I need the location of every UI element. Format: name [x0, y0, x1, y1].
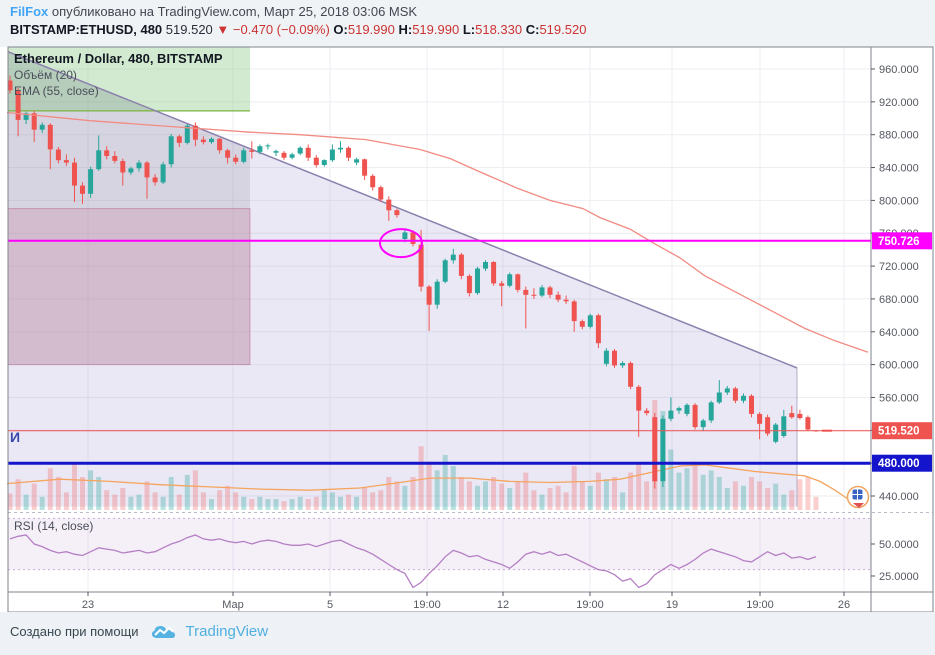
- svg-text:800.000: 800.000: [879, 195, 919, 207]
- svg-text:680.000: 680.000: [879, 294, 919, 306]
- svg-text:23: 23: [82, 599, 94, 611]
- svg-text:750.726: 750.726: [878, 236, 920, 248]
- header-bar: FilFox опубликовано на TradingView.com, …: [0, 0, 935, 47]
- low-value: 518.330: [475, 22, 523, 37]
- high-label: H:: [398, 22, 413, 37]
- legend-volume-study[interactable]: Объём (20): [14, 68, 77, 82]
- publish-text: опубликовано на TradingView.com, Март 25…: [51, 4, 418, 19]
- symbol-name[interactable]: BITSTAMP:ETHUSD, 480: [10, 22, 163, 37]
- svg-text:50.0000: 50.0000: [879, 539, 919, 551]
- svg-text:25.0000: 25.0000: [879, 571, 919, 583]
- svg-text:840.000: 840.000: [879, 163, 919, 175]
- svg-text:И: И: [10, 429, 20, 445]
- svg-text:19: 19: [666, 599, 678, 611]
- svg-text:26: 26: [838, 599, 850, 611]
- svg-text:600.000: 600.000: [879, 360, 919, 372]
- high-value: 519.990: [412, 22, 460, 37]
- rsi-study-label[interactable]: RSI (14, close): [14, 519, 94, 533]
- close-label: C:: [525, 22, 540, 37]
- down-arrow-icon: ▼: [216, 22, 230, 37]
- svg-text:Мар: Мар: [222, 599, 244, 611]
- svg-text:12: 12: [497, 599, 509, 611]
- low-label: L:: [462, 22, 476, 37]
- author-link[interactable]: FilFox: [10, 4, 49, 19]
- svg-text:560.000: 560.000: [879, 392, 919, 404]
- svg-text:880.000: 880.000: [879, 130, 919, 142]
- svg-text:960.000: 960.000: [879, 64, 919, 76]
- open-label: O:: [333, 22, 348, 37]
- svg-text:640.000: 640.000: [879, 327, 919, 339]
- symbol-quote-row: BITSTAMP:ETHUSD, 480 519.520 ▼ −0.470 (−…: [10, 22, 586, 37]
- close-value: 519.520: [539, 22, 587, 37]
- last-price: 519.520: [165, 22, 213, 37]
- svg-text:5: 5: [327, 599, 333, 611]
- legend-series-title[interactable]: Ethereum / Dollar, 480, BITSTAMP: [14, 51, 223, 66]
- footer-credit-text: Создано при помощи: [10, 623, 139, 639]
- footer-bar: Создано при помощи TradingView: [0, 612, 935, 650]
- price-change: −0.470 (−0.09%): [232, 22, 330, 37]
- tradingview-logo-icon[interactable]: [151, 621, 178, 641]
- publish-info: FilFox опубликовано на TradingView.com, …: [10, 4, 417, 19]
- svg-text:720.000: 720.000: [879, 261, 919, 273]
- svg-text:920.000: 920.000: [879, 97, 919, 109]
- svg-text:19:00: 19:00: [413, 599, 441, 611]
- svg-text:19:00: 19:00: [746, 599, 774, 611]
- open-value: 519.990: [347, 22, 395, 37]
- legend-ema-study[interactable]: EMA (55, close): [14, 84, 99, 98]
- svg-text:19:00: 19:00: [576, 599, 604, 611]
- svg-text:519.520: 519.520: [878, 426, 920, 438]
- svg-text:440.000: 440.000: [879, 491, 919, 503]
- chart-legend: Ethereum / Dollar, 480, BITSTAMP Объём (…: [14, 51, 223, 99]
- svg-text:480.000: 480.000: [878, 458, 920, 470]
- tradingview-brand-link[interactable]: TradingView: [185, 622, 269, 640]
